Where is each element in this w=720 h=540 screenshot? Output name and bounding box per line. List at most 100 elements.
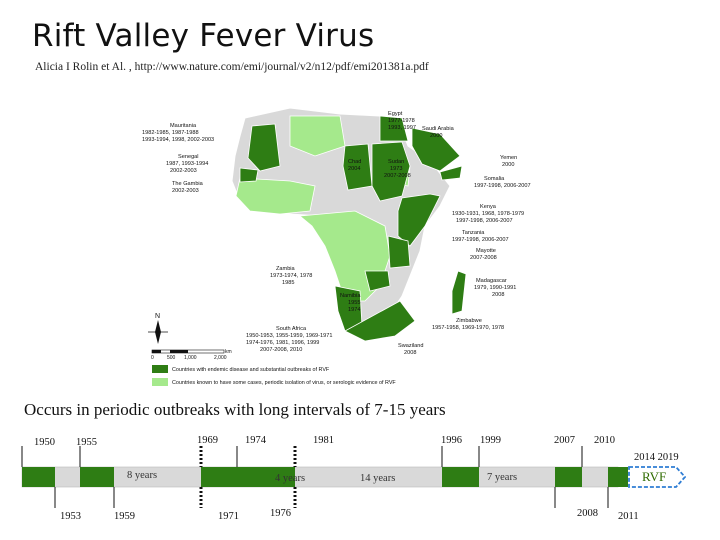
- label-south-africa-y3: 2007-2008, 2010: [260, 347, 302, 353]
- year-2008: 2008: [577, 508, 598, 519]
- scale-unit: km: [225, 349, 232, 355]
- gap-7-years: 7 years: [487, 472, 517, 483]
- label-somalia-y: 1997-1998, 2006-2007: [474, 183, 531, 189]
- map-legend: Countries with endemic disease and subst…: [152, 365, 396, 386]
- region-chad: [342, 143, 373, 191]
- region-yemen: [439, 165, 463, 181]
- label-mayotte: Mayotte: [476, 248, 496, 254]
- scale-500: 500: [167, 355, 176, 361]
- region-saudi: [411, 127, 461, 172]
- region-light-north: [289, 115, 346, 157]
- label-senegal-y1: 1987, 1993-1994: [166, 161, 208, 167]
- label-namibia: Namibia: [340, 293, 361, 299]
- year-1999: 1999: [480, 435, 501, 446]
- label-namibia-y2: 1974: [348, 307, 360, 313]
- outbreak-block-1974: [237, 467, 267, 487]
- africa-rvf-map: Mauritania 1982-1985, 1987-1988 1993-199…: [140, 86, 560, 392]
- label-yemen: Yemen: [500, 155, 517, 161]
- label-mauritania-y2: 1993-1994, 1998, 2002-2003: [142, 137, 214, 143]
- region-zambia: [364, 270, 391, 292]
- label-mayotte-y: 2007-2008: [470, 255, 497, 261]
- outbreak-block-2010: [608, 467, 628, 487]
- rvf-badge-label: RVF: [642, 469, 667, 484]
- label-madagascar-y2: 2008: [492, 292, 504, 298]
- scale-2000: 2,000: [214, 355, 227, 361]
- legend-swatch-some-cases: [152, 378, 168, 386]
- region-egypt: [379, 115, 409, 142]
- label-mauritania-y1: 1982-1985, 1987-1988: [142, 130, 199, 136]
- label-gambia: The Gambia: [172, 181, 204, 187]
- label-madagascar: Madagascar: [476, 278, 507, 284]
- region-madagascar: [451, 270, 467, 315]
- label-saudi-y: 2000: [430, 133, 442, 139]
- gap-8-years: 8 years: [127, 470, 157, 481]
- label-tanzania-y: 1997-1998, 2006-2007: [452, 237, 509, 243]
- outbreak-block-1976: [263, 467, 295, 487]
- region-senegal: [239, 167, 259, 183]
- label-senegal-y2: 2002-2003: [170, 168, 197, 174]
- region-light-west: [235, 177, 316, 215]
- year-1981: 1981: [313, 435, 334, 446]
- label-south-africa: South Africa: [276, 326, 307, 332]
- gap-4-years: 4 years: [275, 473, 305, 484]
- label-sudan-y1: 1973: [390, 166, 402, 172]
- scale-1000: 1,000: [184, 355, 197, 361]
- year-2011: 2011: [618, 511, 639, 522]
- label-somalia: Somalia: [484, 176, 505, 182]
- legend-swatch-endemic: [152, 365, 168, 373]
- year-1996: 1996: [441, 435, 462, 446]
- label-swaziland-y: 2008: [404, 350, 416, 356]
- year-1955: 1955: [76, 437, 97, 448]
- scale-0: 0: [151, 355, 154, 361]
- year-2010: 2010: [594, 435, 615, 446]
- scale-bar: 0 500 1,000 2,000 km: [151, 349, 232, 361]
- outbreak-block-1969: [201, 467, 237, 487]
- label-chad: Chad: [348, 159, 361, 165]
- region-mauritania: [247, 123, 281, 172]
- outbreak-block-1996: [442, 467, 479, 487]
- year-1953: 1953: [60, 511, 81, 522]
- label-senegal: Senegal: [178, 154, 199, 160]
- label-egypt-y1: 1977-1978: [388, 118, 415, 124]
- north-label: N: [155, 313, 160, 320]
- label-egypt: Egypt: [388, 111, 403, 117]
- year-1974: 1974: [245, 435, 267, 446]
- legend-label-some-cases: Countries known to have some cases, peri…: [172, 380, 396, 386]
- label-swaziland: Swaziland: [398, 343, 424, 349]
- year-2007: 2007: [554, 435, 575, 446]
- outbreak-block-1950: [22, 467, 55, 487]
- region-tanzania: [387, 235, 411, 269]
- label-zambia-y1: 1973-1974, 1978: [270, 273, 312, 279]
- gap-14-years: 14 years: [360, 473, 395, 484]
- label-gambia-y: 2002-2003: [172, 188, 199, 194]
- region-sudan: [371, 141, 411, 202]
- label-south-africa-y1: 1950-1953, 1955-1959, 1969-1971: [246, 333, 332, 339]
- year-1950: 1950: [34, 437, 55, 448]
- label-sudan-y2: 2007-2008: [384, 173, 411, 179]
- label-zambia-y2: 1985: [282, 280, 294, 286]
- slide-title: Rift Valley Fever Virus: [32, 18, 375, 54]
- region-south-africa: [344, 300, 416, 342]
- label-madagascar-y1: 1979, 1990-1991: [474, 285, 516, 291]
- label-sudan: Sudan: [388, 159, 404, 165]
- label-kenya-y2: 1997-1998, 2006-2007: [456, 218, 513, 224]
- label-kenya: Kenya: [480, 204, 497, 210]
- rvf-arrow-badge: [628, 466, 686, 488]
- label-zambia: Zambia: [276, 266, 296, 272]
- label-saudi: Saudi Arabia: [422, 126, 455, 132]
- label-zimbabwe-y: 1957-1958, 1969-1970, 1978: [432, 325, 504, 331]
- year-1959: 1959: [114, 511, 135, 522]
- label-zimbabwe: Zimbabwe: [456, 318, 482, 324]
- year-1976: 1976: [270, 508, 291, 519]
- outbreak-caption: Occurs in periodic outbreaks with long i…: [24, 400, 446, 419]
- label-egypt-y2: 1993, 1997: [388, 125, 416, 131]
- citation: Alicia I Rolin et Al. , http://www.natur…: [35, 61, 429, 73]
- label-mauritania: Mauritania: [170, 123, 197, 129]
- outbreak-block-2007: [555, 467, 582, 487]
- label-yemen-y: 2000: [502, 162, 514, 168]
- label-south-africa-y2: 1974-1976, 1981, 1996, 1999: [246, 340, 319, 346]
- year-2014-2019: 2014 2019: [634, 452, 679, 463]
- region-somalia-kenya: [397, 193, 441, 247]
- year-1971: 1971: [218, 511, 239, 522]
